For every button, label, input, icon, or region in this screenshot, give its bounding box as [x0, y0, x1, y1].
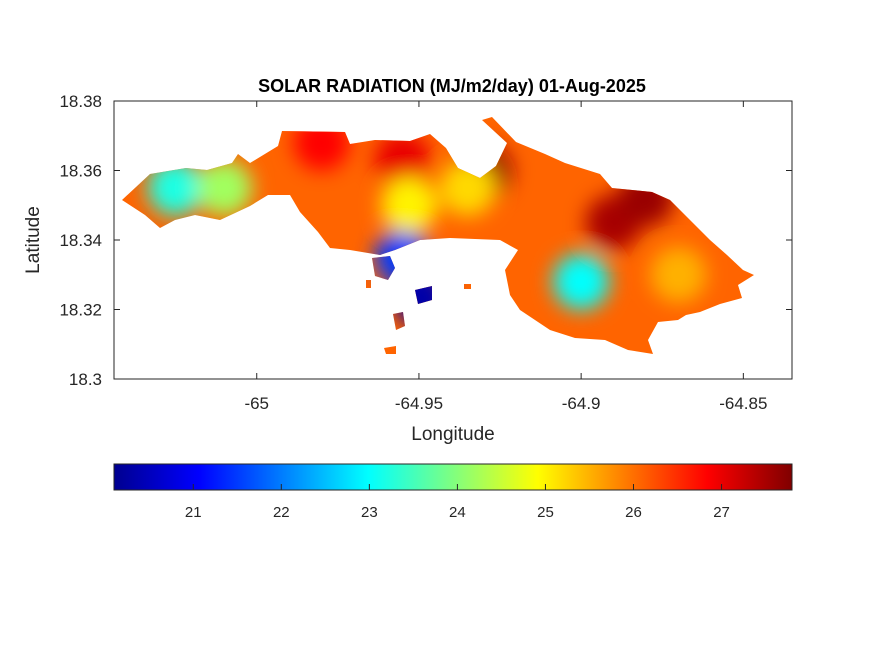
x-tick-label: -64.95 — [395, 394, 443, 413]
y-axis-ticks: 18.3 18.32 18.34 18.36 18.38 — [59, 92, 792, 389]
contour-region-6 — [196, 159, 253, 216]
contour-region-10 — [381, 177, 438, 234]
colorbar-ticks: 21 22 23 24 25 26 27 — [185, 484, 730, 521]
x-axis-ticks: -65 -64.95 -64.9 -64.85 — [244, 101, 767, 413]
y-axis-label: Latitude — [23, 206, 44, 274]
y-tick-label: 18.34 — [59, 231, 102, 250]
y-tick-label: 18.3 — [69, 370, 102, 389]
colorbar-tick-label: 21 — [185, 504, 202, 521]
contour-region-12 — [650, 246, 707, 303]
x-tick-label: -64.85 — [719, 394, 767, 413]
x-tick-label: -64.9 — [562, 394, 601, 413]
contour-region-3 — [374, 132, 431, 189]
contour-region-5 — [147, 159, 204, 216]
y-tick-label: 18.32 — [59, 301, 102, 320]
colorbar-tick-label: 23 — [361, 504, 378, 521]
contour-region-7 — [553, 253, 610, 310]
colorbar-tick-label: 26 — [625, 504, 642, 521]
chart-title: SOLAR RADIATION (MJ/m2/day) 01-Aug-2025 — [258, 76, 646, 96]
colorbar-tick-label: 25 — [537, 504, 554, 521]
colorbar-tick-label: 22 — [273, 504, 290, 521]
x-axis-label: Longitude — [411, 424, 494, 445]
colorbar-tick-label: 24 — [449, 504, 466, 521]
x-tick-label: -65 — [244, 394, 269, 413]
y-tick-label: 18.36 — [59, 162, 102, 181]
colorbar — [113, 463, 793, 491]
y-tick-label: 18.38 — [59, 92, 102, 111]
colorbar-tick-label: 27 — [713, 504, 730, 521]
